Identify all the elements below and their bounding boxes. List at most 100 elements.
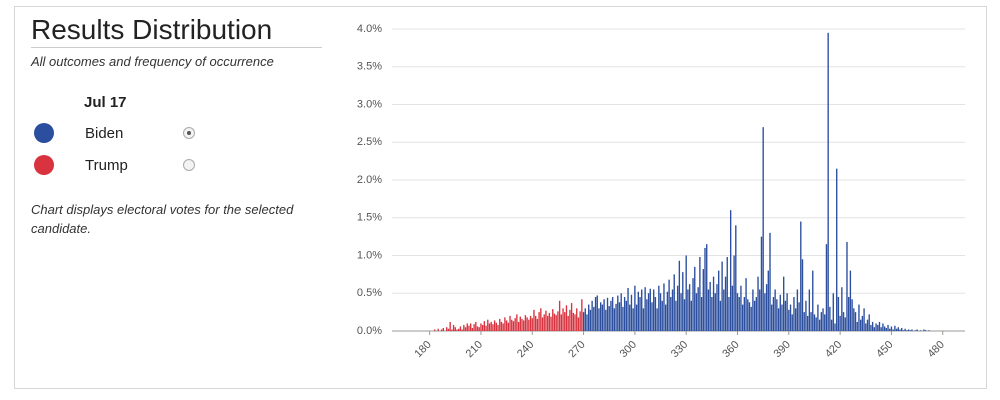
y-tick-label: 1.5% (357, 212, 382, 224)
bar (579, 311, 581, 331)
bar (856, 321, 858, 331)
bar (726, 257, 728, 331)
bar (644, 287, 646, 331)
bar (793, 297, 795, 331)
series-radio[interactable] (183, 159, 195, 171)
bar (690, 300, 693, 331)
bar (887, 324, 889, 331)
bar (553, 313, 556, 331)
bar (711, 297, 713, 331)
bar (866, 319, 869, 331)
bar (844, 317, 846, 331)
bar (914, 330, 917, 331)
bar (504, 317, 506, 331)
bar (716, 284, 718, 331)
bar (702, 269, 704, 331)
bar (594, 297, 597, 331)
bar (870, 324, 872, 331)
bar (781, 304, 783, 331)
bar (635, 304, 638, 331)
bar (524, 315, 527, 331)
bar (786, 293, 788, 331)
bar (771, 304, 773, 331)
bar (440, 329, 443, 331)
bar (581, 299, 583, 331)
bar (558, 300, 561, 331)
bar (548, 312, 551, 331)
bar (456, 329, 458, 331)
bar (461, 329, 463, 331)
bar (834, 323, 836, 331)
bar (517, 321, 520, 331)
bar (791, 314, 793, 331)
bar (776, 299, 778, 331)
bar (490, 321, 492, 331)
bar (919, 330, 922, 331)
bar (529, 315, 532, 331)
bar (714, 293, 716, 331)
bar (543, 314, 545, 331)
bar (736, 293, 739, 331)
bar (528, 319, 530, 331)
y-tick-label: 3.5% (357, 61, 382, 73)
bar (526, 317, 528, 331)
bar (883, 326, 886, 331)
bar (487, 319, 489, 331)
bar (873, 327, 876, 331)
bar (916, 329, 918, 331)
y-tick-label: 1.0% (357, 249, 382, 261)
bar (601, 304, 604, 331)
bar (683, 299, 686, 331)
bar (895, 328, 898, 331)
bar (613, 308, 616, 331)
bar (480, 323, 482, 331)
bar (779, 294, 781, 331)
bar (458, 328, 460, 331)
bar (735, 225, 737, 331)
bar (634, 285, 636, 331)
bar (656, 308, 658, 331)
bar (663, 283, 665, 331)
bar (469, 323, 472, 331)
bar (875, 323, 877, 331)
bar (483, 321, 486, 331)
bar (623, 297, 626, 331)
bar (478, 327, 480, 331)
bar (647, 293, 650, 331)
bar (562, 308, 564, 331)
bar (488, 323, 491, 331)
bar (731, 285, 734, 331)
bar (772, 297, 775, 331)
bar (536, 318, 539, 331)
bar (747, 299, 749, 331)
legend-date: Jul 17 (84, 94, 127, 111)
bar (499, 318, 501, 331)
bar (654, 297, 657, 331)
bar (574, 314, 576, 331)
bar (812, 270, 814, 331)
bar (447, 328, 450, 331)
bar (661, 300, 663, 331)
bar (567, 315, 569, 331)
bar (538, 312, 540, 331)
bar (637, 291, 639, 331)
bar (666, 291, 669, 331)
bar (642, 308, 645, 331)
bar (733, 255, 735, 331)
bar (685, 255, 687, 331)
bar (894, 325, 896, 331)
bar (611, 297, 614, 331)
bar (452, 324, 455, 331)
x-tick-label: 240 (515, 339, 536, 360)
bar (463, 324, 465, 331)
legend-swatch (34, 155, 54, 175)
bar (564, 312, 566, 331)
bar (534, 315, 537, 331)
bar (848, 297, 850, 331)
bar (699, 257, 701, 331)
bar (576, 308, 578, 331)
bar (839, 315, 841, 331)
series-radio[interactable] (183, 127, 195, 139)
bar (627, 287, 629, 331)
bar (459, 326, 462, 331)
